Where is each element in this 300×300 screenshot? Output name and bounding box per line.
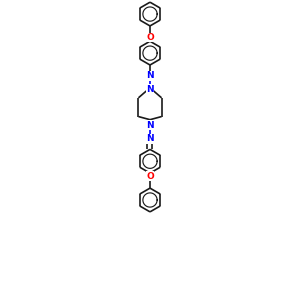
- Text: N: N: [146, 134, 154, 143]
- Text: O: O: [146, 33, 154, 42]
- Text: N: N: [146, 121, 154, 130]
- Text: N: N: [146, 85, 154, 94]
- Text: N: N: [146, 71, 154, 80]
- Text: O: O: [146, 172, 154, 181]
